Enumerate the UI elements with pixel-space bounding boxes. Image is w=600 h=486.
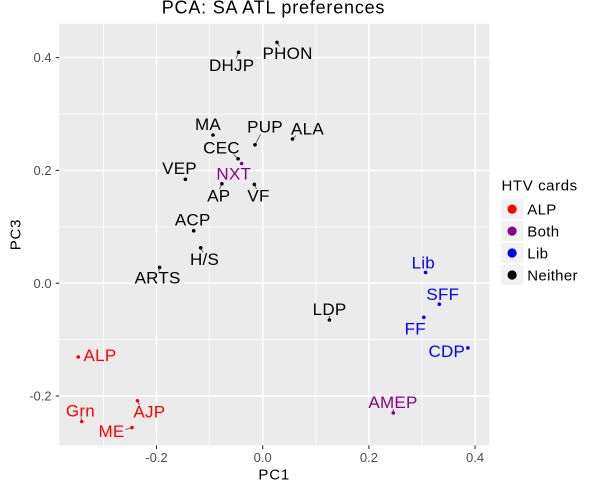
svg-text:PCA: SA ATL preferences: PCA: SA ATL preferences — [162, 0, 386, 18]
svg-text:LDP: LDP — [313, 300, 347, 319]
svg-text:0.2: 0.2 — [34, 163, 52, 178]
svg-text:SFF: SFF — [426, 285, 459, 304]
svg-text:0.0: 0.0 — [34, 276, 52, 291]
svg-text:DHJP: DHJP — [209, 56, 254, 75]
svg-text:ALP: ALP — [84, 346, 117, 365]
svg-text:-0.2: -0.2 — [29, 389, 51, 404]
svg-text:0.0: 0.0 — [254, 450, 272, 465]
svg-text:0.4: 0.4 — [466, 450, 484, 465]
svg-text:ALP: ALP — [527, 202, 556, 219]
svg-text:PHON: PHON — [263, 44, 313, 63]
svg-text:CDP: CDP — [428, 342, 465, 361]
svg-text:VEP: VEP — [162, 159, 197, 178]
svg-text:Grn: Grn — [66, 401, 95, 420]
svg-text:0.2: 0.2 — [360, 450, 378, 465]
svg-text:Both: Both — [527, 224, 559, 241]
svg-text:ALA: ALA — [291, 120, 324, 139]
svg-text:Neither: Neither — [527, 268, 577, 285]
svg-text:AMEP: AMEP — [368, 393, 417, 412]
svg-text:MA: MA — [195, 115, 221, 134]
svg-text:ME: ME — [99, 422, 125, 441]
svg-text:VF: VF — [247, 186, 269, 205]
svg-text:PC1: PC1 — [258, 466, 290, 481]
svg-text:NXT: NXT — [216, 165, 251, 184]
svg-text:Lib: Lib — [412, 254, 435, 273]
svg-text:FF: FF — [405, 319, 426, 338]
svg-text:HTV cards: HTV cards — [502, 177, 578, 194]
svg-text:CEC: CEC — [203, 139, 240, 158]
svg-text:PUP: PUP — [247, 117, 283, 136]
svg-text:PC3: PC3 — [8, 219, 25, 251]
svg-text:AJP: AJP — [133, 403, 165, 422]
svg-text:0.4: 0.4 — [34, 50, 52, 65]
svg-text:-0.2: -0.2 — [145, 450, 167, 465]
svg-text:ACP: ACP — [175, 210, 211, 229]
svg-text:Lib: Lib — [527, 246, 548, 263]
svg-text:H/S: H/S — [190, 250, 219, 269]
svg-text:AP: AP — [207, 187, 230, 206]
svg-text:ARTS: ARTS — [135, 269, 181, 288]
